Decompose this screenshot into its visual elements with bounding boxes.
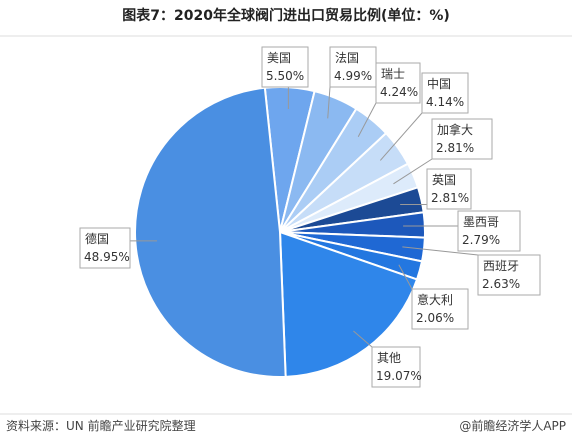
label-box <box>477 254 541 296</box>
slice-label: 中国 <box>427 76 451 91</box>
value-label: 2.63% <box>482 277 520 291</box>
leader-line <box>327 86 331 119</box>
slice-label: 法国 <box>335 51 359 65</box>
value-label: 4.99% <box>334 69 372 83</box>
brand: @前瞻经济学人APP <box>459 418 566 433</box>
label-box <box>457 210 521 252</box>
slice-label: 墨西哥 <box>463 215 499 229</box>
value-label: 2.06% <box>416 311 454 325</box>
label-box <box>421 72 469 114</box>
leader-line <box>353 330 373 348</box>
slice-label: 德国 <box>85 231 109 246</box>
leader-line <box>402 246 479 256</box>
leader-line <box>357 102 377 137</box>
value-label: 2.81% <box>436 141 474 155</box>
label-box <box>261 46 309 88</box>
value-label: 5.50% <box>266 69 304 83</box>
labels: 美国 5.50% 法国 4.99% 瑞士 4.24% 中国 4.14% 加拿大 2.81% 英国 2.… <box>79 46 541 388</box>
slice-label: 加拿大 <box>437 122 473 137</box>
slice-label: 英国 <box>432 173 456 187</box>
value-label: 48.95% <box>84 250 130 264</box>
chart-title: 图表7：2020年全球阀门进出口贸易比例(单位：%) <box>122 7 450 24</box>
source: 资料来源：UN 前瞻产业研究院整理 <box>6 418 196 433</box>
slice-label: 瑞士 <box>381 67 405 81</box>
pie-slice <box>278 230 419 378</box>
value-label: 4.24% <box>380 85 418 99</box>
slice-label: 意大利 <box>417 292 453 307</box>
slice-label: 西班牙 <box>483 259 519 273</box>
pie <box>134 86 426 378</box>
label-box <box>411 288 469 330</box>
leader-line <box>398 264 413 290</box>
label-box <box>375 62 421 104</box>
label-box <box>431 118 493 160</box>
value-label: 2.79% <box>462 233 500 247</box>
label-box <box>426 168 472 210</box>
value-label: 19.07% <box>376 369 422 383</box>
label-box <box>371 346 421 388</box>
value-label: 2.81% <box>431 191 469 205</box>
value-label: 4.14% <box>426 95 464 109</box>
leader-line <box>393 158 433 185</box>
pie-slice <box>134 86 287 378</box>
slice-label: 美国 <box>267 51 291 65</box>
label-box <box>79 227 131 269</box>
leader-line <box>379 112 423 161</box>
slice-label: 其他 <box>377 351 401 365</box>
